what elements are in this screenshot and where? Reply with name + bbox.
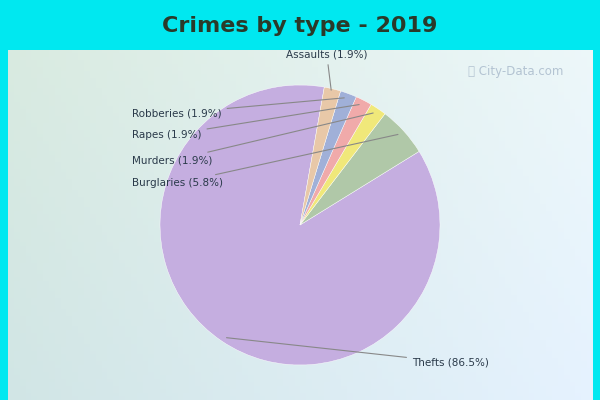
- Wedge shape: [300, 87, 341, 225]
- Text: Murders (1.9%): Murders (1.9%): [132, 113, 373, 166]
- Text: Robberies (1.9%): Robberies (1.9%): [132, 98, 344, 118]
- Wedge shape: [300, 114, 419, 225]
- Text: ⓘ City-Data.com: ⓘ City-Data.com: [468, 66, 563, 78]
- Text: Assaults (1.9%): Assaults (1.9%): [286, 49, 368, 90]
- Wedge shape: [300, 104, 385, 225]
- Text: Crimes by type - 2019: Crimes by type - 2019: [163, 16, 437, 36]
- Wedge shape: [300, 97, 371, 225]
- Text: Rapes (1.9%): Rapes (1.9%): [132, 104, 359, 140]
- Text: Burglaries (5.8%): Burglaries (5.8%): [132, 134, 398, 188]
- Wedge shape: [160, 85, 440, 365]
- Wedge shape: [300, 91, 356, 225]
- Text: Thefts (86.5%): Thefts (86.5%): [227, 338, 489, 367]
